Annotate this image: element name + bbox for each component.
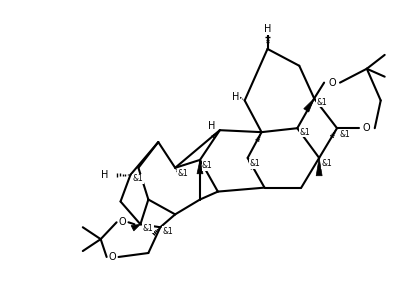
Text: O: O	[328, 78, 336, 88]
Text: H: H	[264, 24, 271, 34]
Polygon shape	[316, 158, 322, 176]
Text: O: O	[363, 123, 371, 133]
Text: O: O	[119, 217, 126, 227]
Polygon shape	[304, 99, 314, 112]
Text: O: O	[109, 252, 116, 262]
Polygon shape	[197, 160, 203, 174]
Text: &1: &1	[321, 159, 332, 168]
Text: &1: &1	[299, 128, 310, 137]
Polygon shape	[131, 224, 141, 231]
Text: &1: &1	[249, 159, 261, 168]
Text: H: H	[208, 121, 215, 131]
Text: &1: &1	[339, 129, 350, 139]
Text: &1: &1	[133, 174, 143, 183]
Text: &1: &1	[177, 169, 188, 178]
Text: H: H	[101, 170, 109, 180]
Text: &1: &1	[143, 224, 153, 233]
Polygon shape	[248, 158, 256, 169]
Text: &1: &1	[162, 227, 173, 236]
Text: &1: &1	[202, 161, 213, 170]
Text: H: H	[232, 92, 240, 102]
Text: &1: &1	[316, 98, 327, 107]
